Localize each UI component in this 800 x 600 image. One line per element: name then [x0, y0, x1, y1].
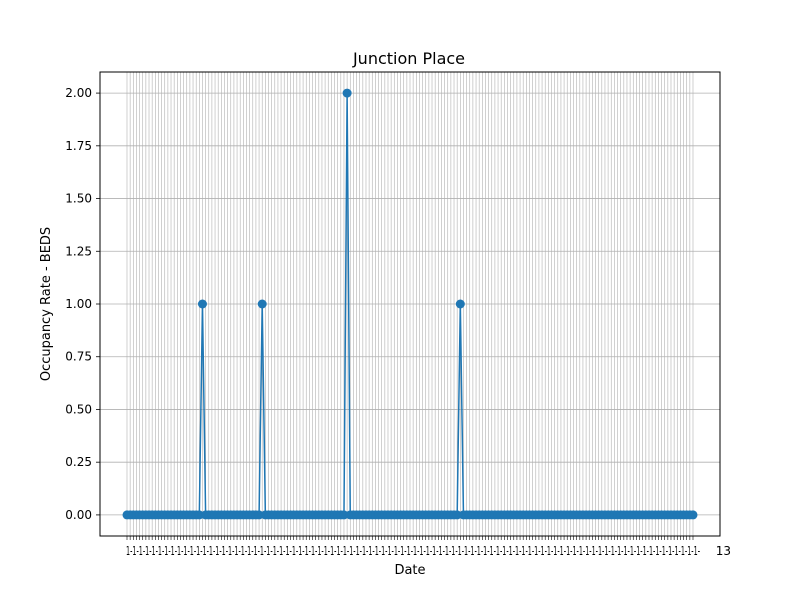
data-point	[452, 510, 462, 520]
y-tick-label: 0.00	[65, 508, 92, 522]
x-axis: 1‑1‑1‑1‑1‑1‑1‑1‑1‑1‑1‑1‑1‑1‑1‑1‑1‑1‑1‑1‑…	[126, 536, 731, 558]
data-point	[257, 299, 267, 309]
y-tick-label: 0.50	[65, 402, 92, 416]
y-tick-label: 1.00	[65, 297, 92, 311]
data-point	[197, 299, 207, 309]
x-axis-label: Date	[394, 563, 425, 578]
data-point	[339, 510, 349, 520]
y-tick-label: 1.25	[65, 244, 92, 258]
y-tick-label: 0.75	[65, 350, 92, 364]
y-axis: 0.00 0.25 0.50 0.75 1.00 1.25 1.50 1.75 2.00	[65, 86, 100, 522]
data-point	[688, 510, 698, 520]
x-tick-label-last: 13	[716, 544, 731, 558]
series-group	[122, 88, 698, 520]
chart-title: Junction Place	[352, 49, 465, 68]
y-tick-label: 0.25	[65, 455, 92, 469]
data-point	[342, 88, 352, 98]
data-point	[455, 299, 465, 309]
y-tick-label: 1.75	[65, 139, 92, 153]
grid-lines	[100, 72, 720, 536]
y-tick-label: 2.00	[65, 86, 92, 100]
y-axis-label: Occupancy Rate - BEDS	[39, 227, 54, 381]
data-point	[194, 510, 204, 520]
y-tick-label: 1.50	[65, 192, 92, 206]
data-point	[254, 510, 264, 520]
x-tick-labels: 1‑1‑1‑1‑1‑1‑1‑1‑1‑1‑1‑1‑1‑1‑1‑1‑1‑1‑1‑1‑…	[126, 544, 700, 558]
